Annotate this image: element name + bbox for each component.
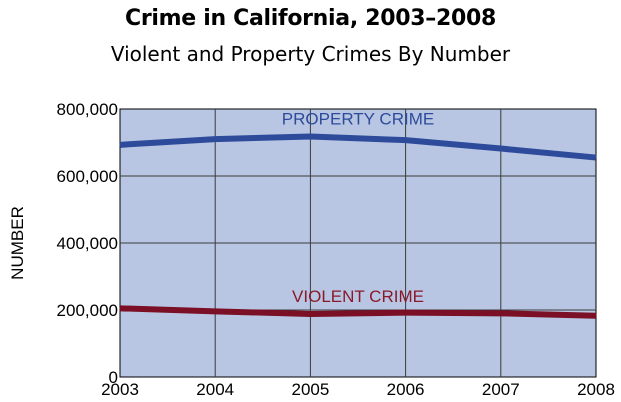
- data-point: [405, 139, 407, 141]
- series-line-violent-crime: [119, 305, 597, 319]
- series-label: VIOLENT CRIME: [292, 287, 424, 306]
- data-point: [214, 310, 216, 312]
- series-line-property-crime: [119, 133, 597, 161]
- x-tick-label: 2003: [101, 380, 139, 399]
- data-point: [309, 135, 311, 137]
- data-point: [309, 313, 311, 315]
- data-point: [214, 138, 216, 140]
- series-label: PROPERTY CRIME: [282, 109, 434, 128]
- x-tick-label: 2007: [482, 380, 520, 399]
- data-point: [405, 312, 407, 314]
- chart-subtitle: Violent and Property Crimes By Number: [110, 42, 511, 66]
- y-tick-label: 400,000: [57, 234, 118, 253]
- data-point: [119, 144, 121, 146]
- data-point: [595, 157, 597, 159]
- data-point: [500, 148, 502, 150]
- x-tick-label: 2004: [196, 380, 234, 399]
- y-axis-label: NUMBER: [8, 206, 27, 280]
- y-tick-label: 600,000: [57, 167, 118, 186]
- chart-title: Crime in California, 2003–2008: [124, 6, 497, 31]
- y-tick-label: 0: [109, 368, 118, 387]
- data-point: [500, 312, 502, 314]
- data-point: [595, 315, 597, 317]
- y-tick-label: 800,000: [57, 100, 118, 119]
- y-tick-label: 200,000: [57, 301, 118, 320]
- x-tick-label: 2006: [387, 380, 425, 399]
- x-tick-label: 2008: [577, 380, 615, 399]
- x-tick-label: 2005: [291, 380, 329, 399]
- data-point: [119, 307, 121, 309]
